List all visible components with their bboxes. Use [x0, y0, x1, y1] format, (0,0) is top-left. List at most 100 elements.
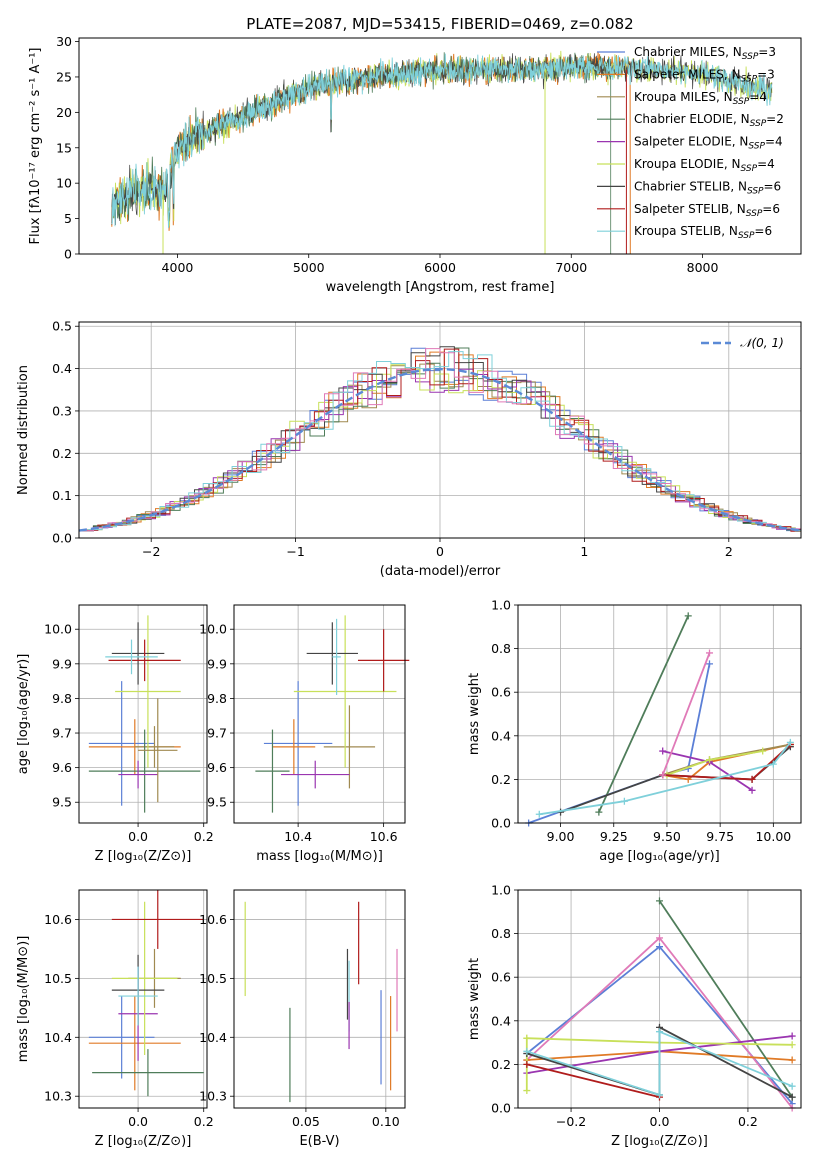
mass_vs_Z-axes: 0.0 0.2 10.3 10.4 10.5 10.6 Z [log₁₀(Z/Z⊙)] mas…	[16, 890, 214, 1149]
weight-marker	[656, 943, 663, 951]
errorbar-point	[263, 681, 333, 806]
weight_vs_Z-axes: −0.2 0.0 0.2 0.0 0.2 0.4 0.6 0.8 1.0 Z [log₁₀(Z/Z…	[467, 883, 801, 1149]
y-tick-label: 1.0	[491, 598, 511, 613]
x-axis-label: E(B-V)	[299, 1134, 339, 1149]
y-tick-label: 0.0	[52, 531, 72, 546]
y-tick-label: 10.0	[199, 622, 227, 637]
weight-marker	[659, 771, 667, 779]
spectrum-frame	[78, 37, 802, 255]
y-tick-label: 30	[56, 34, 72, 49]
x-axis-label: mass [log₁₀(M/M⊙)]	[256, 849, 383, 864]
residuals-axes: −2 −1 0 1 2 0.0 0.1 0.2 0.3 0.4 0.5 (data-model)/er…	[16, 319, 801, 579]
x-tick-label: −0.2	[556, 1114, 586, 1129]
y-tick-label: 0.4	[491, 728, 511, 743]
x-tick-label: 0	[436, 544, 444, 559]
y-axis-label: age [log₁₀(age/yr)]	[16, 654, 31, 775]
x-tick-label: 0.0	[128, 829, 148, 844]
weight-marker	[659, 747, 667, 755]
y-tick-label: 1.0	[491, 883, 511, 898]
x-tick-label: −1	[286, 544, 304, 559]
x-tick-label: 2	[725, 544, 733, 559]
y-tick-label: 0.8	[491, 926, 511, 941]
weight_vs_age-frame	[517, 604, 802, 824]
residuals-frame	[78, 321, 802, 539]
normal-curve	[78, 367, 802, 532]
errorbar-point	[332, 618, 341, 695]
errorbar-point	[138, 698, 178, 803]
y-tick-label: 10.4	[44, 1030, 72, 1045]
spectrum-line	[111, 53, 773, 228]
x-tick-label: 0.2	[194, 829, 214, 844]
mass_vs_Z-frame	[78, 889, 208, 1109]
x-tick-label: 5000	[293, 260, 325, 275]
weight-marker	[595, 808, 603, 816]
weight-marker	[786, 738, 794, 746]
weight-marker	[769, 760, 777, 768]
weight-marker	[656, 1091, 663, 1099]
y-tick-label: 0.2	[491, 1057, 511, 1072]
errorbar-point	[293, 615, 397, 768]
weight-marker	[523, 1087, 531, 1095]
x-tick-label: 10.6	[370, 829, 398, 844]
x-axis-label: Z [log₁₀(Z/Z⊙)]	[611, 1134, 708, 1149]
errorbar-point	[134, 726, 175, 768]
mass_vs_EBV-axes: 0.05 0.10 10.3 10.4 10.5 10.6 E(B-V)	[199, 890, 405, 1149]
y-tick-label: 0.0	[491, 816, 511, 831]
y-tick-label: 0.4	[52, 361, 72, 376]
weight-marker	[523, 1060, 531, 1068]
y-tick-label: 0.2	[52, 446, 72, 461]
x-tick-label: 9.25	[600, 829, 628, 844]
weight-marker	[523, 1034, 531, 1042]
x-tick-label: 9.00	[547, 829, 575, 844]
mass_vs_EBV-frame	[233, 889, 406, 1109]
errorbar-point	[281, 760, 350, 789]
weight-marker	[788, 1056, 796, 1064]
x-tick-label: 0.05	[292, 1114, 320, 1129]
histogram-series	[87, 364, 801, 532]
x-axis-label: Z [log₁₀(Z/Z⊙)]	[95, 849, 192, 864]
y-tick-label: 9.8	[207, 691, 227, 706]
x-axis-label: wavelength [Angstrom, rest frame]	[326, 280, 555, 295]
y-tick-label: 0.5	[52, 319, 72, 334]
x-tick-label: 0.2	[194, 1114, 214, 1129]
errorbar-point	[118, 966, 158, 1026]
y-tick-label: 10.5	[44, 971, 72, 986]
y-tick-label: 9.7	[207, 726, 227, 741]
weight-series	[539, 741, 792, 816]
age_vs_mass-axes: 10.4 10.6 9.5 9.6 9.7 9.8 9.9 10.0 mass [log₁₀(M…	[199, 605, 405, 864]
weight-series	[528, 663, 711, 824]
x-tick-label: 1	[580, 544, 588, 559]
y-tick-label: 0.8	[491, 641, 511, 656]
age_vs_mass-frame	[233, 604, 406, 824]
y-axis-label: mass weight	[467, 958, 482, 1040]
y-tick-label: 5	[64, 211, 72, 226]
y-tick-label: 10.6	[199, 912, 227, 927]
y-tick-label: 0.2	[491, 772, 511, 787]
weight-series	[526, 1030, 793, 1097]
age_vs_Z-frame	[78, 604, 208, 824]
y-tick-label: 10.3	[199, 1089, 227, 1104]
legend-label: Kroupa STELIB, NSSP=6	[634, 224, 772, 241]
legend-label: Kroupa ELODIE, NSSP=4	[634, 157, 775, 174]
x-tick-label: 0.0	[650, 1114, 670, 1129]
errorbar-point	[88, 681, 155, 806]
errorbar-point	[118, 760, 158, 789]
histogram-series	[79, 347, 801, 532]
legend-label: Chabrier MILES, NSSP=3	[634, 45, 776, 62]
histogram-series	[87, 351, 801, 532]
weight-marker	[706, 756, 714, 764]
y-tick-label: 9.6	[207, 760, 227, 775]
y-tick-label: 9.9	[207, 656, 227, 671]
y-axis-label: Flux [fλ10⁻¹⁷ erg cm⁻² s⁻¹ A⁻¹]	[28, 48, 43, 245]
spectrum-axes: 4000 5000 6000 7000 8000 0 5 10 15 20 25 30 waveleng…	[28, 34, 718, 295]
histogram-series	[83, 368, 801, 531]
weight-marker	[748, 775, 756, 783]
weight-marker	[788, 1032, 796, 1040]
errorbar-point	[357, 629, 410, 692]
weight-series	[658, 900, 793, 1098]
errorbar-point	[111, 901, 178, 1055]
weight-marker	[620, 797, 628, 805]
y-tick-label: 10.0	[44, 622, 72, 637]
x-tick-label: 6000	[424, 260, 456, 275]
errorbar-point	[115, 615, 181, 768]
